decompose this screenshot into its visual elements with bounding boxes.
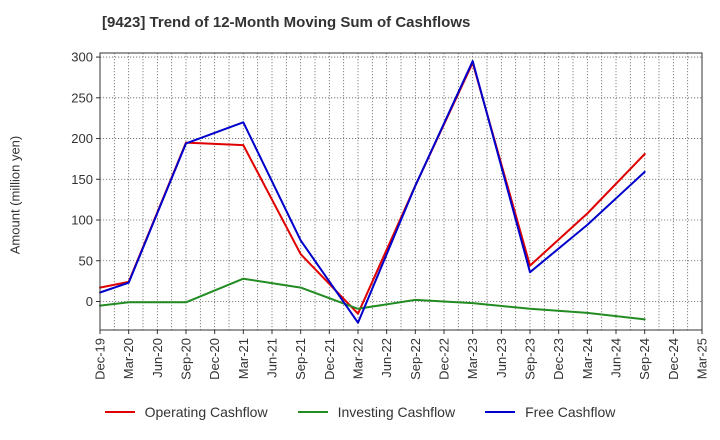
x-tick-label: Dec-19 bbox=[93, 338, 108, 380]
x-axis-ticks: Dec-19 Mar-20 Jun-20 Sep-20 Dec-20 Mar-21 Jun-… bbox=[93, 330, 710, 380]
x-tick-label: Dec-22 bbox=[437, 338, 452, 380]
x-tick-label: Dec-21 bbox=[322, 338, 337, 380]
legend-label-free-cashflow: Free Cashflow bbox=[525, 404, 616, 420]
x-tick-label: Jun-21 bbox=[265, 338, 280, 378]
legend-item-investing-cashflow: Investing Cashflow bbox=[297, 404, 456, 420]
x-tick-label: Mar-21 bbox=[236, 338, 251, 379]
x-tick-label: Sep-24 bbox=[637, 338, 652, 380]
x-tick-label: Sep-20 bbox=[179, 338, 194, 380]
x-tick-label: Dec-24 bbox=[666, 338, 681, 380]
y-tick-label: 50 bbox=[79, 253, 93, 268]
y-tick-label: 100 bbox=[71, 213, 93, 228]
x-tick-label: Jun-20 bbox=[150, 338, 165, 378]
x-tick-label: Jun-22 bbox=[379, 338, 394, 378]
y-tick-label: 150 bbox=[71, 172, 93, 187]
legend-item-free-cashflow: Free Cashflow bbox=[485, 404, 615, 420]
x-tick-label: Sep-22 bbox=[408, 338, 423, 380]
y-tick-label: 0 bbox=[86, 294, 93, 309]
x-tick-label: Dec-20 bbox=[207, 338, 222, 380]
legend-label-investing-cashflow: Investing Cashflow bbox=[337, 404, 456, 420]
x-tick-label: Mar-25 bbox=[695, 338, 710, 379]
gridlines bbox=[99, 53, 703, 330]
x-tick-label: Jun-23 bbox=[494, 338, 509, 378]
legend-swatch-operating-cashflow bbox=[104, 411, 135, 413]
x-tick-label: Jun-24 bbox=[609, 338, 624, 378]
legend-label-operating-cashflow: Operating Cashflow bbox=[144, 404, 268, 420]
y-tick-label: 200 bbox=[71, 131, 93, 146]
x-tick-label: Sep-23 bbox=[523, 338, 538, 380]
x-tick-label: Mar-24 bbox=[580, 338, 595, 379]
x-tick-label: Sep-21 bbox=[293, 338, 308, 380]
plot-area-frame bbox=[99, 52, 703, 331]
x-tick-label: Mar-22 bbox=[351, 338, 366, 379]
x-tick-label: Mar-20 bbox=[121, 338, 136, 379]
legend-swatch-free-cashflow bbox=[485, 411, 516, 413]
chart-title: [9423] Trend of 12-Month Moving Sum of C… bbox=[102, 14, 471, 31]
y-tick-label: 250 bbox=[71, 90, 93, 105]
legend: Operating Cashflow Investing Cashflow Free… bbox=[0, 404, 720, 420]
series-lines bbox=[99, 60, 646, 324]
series-line-investing-cashflow bbox=[99, 277, 646, 321]
series-line-free-cashflow bbox=[99, 60, 646, 324]
y-axis-ticks: 0 50 100 150 200 250 300 bbox=[71, 50, 100, 309]
x-tick-label: Dec-23 bbox=[551, 338, 566, 380]
legend-swatch-investing-cashflow bbox=[297, 411, 328, 413]
legend-item-operating-cashflow: Operating Cashflow bbox=[104, 404, 268, 420]
y-tick-label: 300 bbox=[71, 50, 93, 65]
x-tick-label: Mar-23 bbox=[465, 338, 480, 379]
